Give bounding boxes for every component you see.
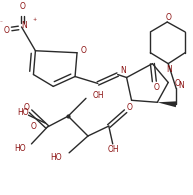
Text: O: O [81,46,87,55]
Text: O: O [24,103,30,112]
Text: O: O [30,121,36,131]
Text: N: N [120,66,125,75]
Text: O: O [165,12,171,22]
Text: HO: HO [18,108,29,117]
Text: HO: HO [14,144,25,153]
Text: N: N [166,65,172,74]
Text: ⁻: ⁻ [0,21,2,27]
Text: N: N [178,81,184,90]
Text: O: O [20,2,25,11]
Text: O: O [127,103,133,112]
Text: HO: HO [51,153,62,162]
Text: O: O [4,27,10,35]
Text: OH: OH [108,145,119,154]
Polygon shape [157,101,176,107]
Text: O: O [174,79,180,88]
Text: OH: OH [93,91,105,100]
Text: O: O [153,83,159,92]
Text: N: N [22,21,27,30]
Text: +: + [32,17,36,21]
